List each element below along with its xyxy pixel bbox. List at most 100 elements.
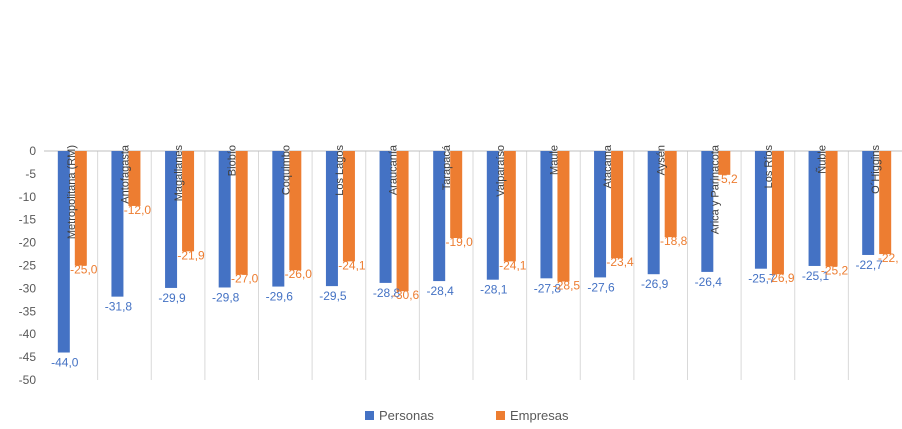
legend: Personas Empresas — [365, 408, 569, 423]
bar-personas — [379, 151, 392, 283]
y-tick-label: 0 — [29, 144, 36, 158]
data-label-personas: -26,4 — [695, 275, 723, 289]
category-label: Antofagasta — [119, 144, 131, 204]
y-tick-label: -15 — [19, 213, 37, 227]
data-label-personas: -28,8 — [373, 286, 401, 300]
category-label: Maule — [548, 145, 560, 175]
bar-personas — [57, 151, 70, 353]
category-labels: Metropolitana (RM) Antofagasta Magallanes B… — [66, 144, 882, 239]
data-label-empresas: -27,0 — [231, 272, 259, 286]
y-axis: 0 -5 -10 -15 -20 -25 -30 -35 -40 -45 -50 — [19, 144, 902, 387]
bar-personas — [808, 151, 821, 266]
category-label: Arica y Parinacota — [709, 144, 721, 234]
data-label-empresas: -28,5 — [553, 279, 581, 293]
data-label-personas: -28,1 — [480, 283, 508, 297]
data-label-personas: -25,1 — [802, 269, 830, 283]
data-label-empresas: -24,1 — [499, 258, 527, 272]
y-tick-label: -40 — [19, 327, 37, 341]
bar-personas — [272, 151, 285, 287]
bar-empresas — [664, 151, 677, 238]
bar-empresas — [289, 151, 302, 271]
category-label: Atacama — [602, 144, 614, 188]
bar-empresas — [879, 151, 892, 255]
bar-empresas — [611, 151, 624, 259]
category-gridlines — [97, 151, 849, 380]
bar-personas — [325, 151, 338, 287]
category-label: Coquimbo — [280, 145, 292, 195]
bar-empresas — [503, 151, 516, 262]
y-tick-label: -25 — [19, 259, 37, 273]
bar-personas — [111, 151, 124, 297]
legend-label-personas: Personas — [379, 408, 434, 423]
data-label-personas: -31,8 — [105, 300, 133, 314]
y-tick-label: -45 — [19, 350, 37, 364]
y-tick-label: -50 — [19, 373, 37, 387]
bar-personas — [862, 151, 875, 255]
data-label-empresas: -25,0 — [70, 263, 98, 277]
data-label-empresas: -26,9 — [767, 271, 795, 285]
bar-personas — [701, 151, 714, 272]
data-label-empresas: -24,1 — [338, 258, 366, 272]
category-label: Los Ríos — [763, 145, 775, 189]
data-labels: -44,0 -25,0 -31,8 -12,0 -29,9 -21,9 -29,8 -27,0… — [51, 172, 898, 370]
bar-empresas — [74, 151, 87, 266]
category-label: Valparaíso — [495, 145, 507, 197]
category-label: Los Lagos — [334, 145, 346, 196]
data-label-personas: -25,7 — [748, 272, 776, 286]
category-label: Biobío — [227, 145, 239, 176]
bar-empresas — [182, 151, 195, 252]
data-label-empresas: -18,8 — [660, 234, 688, 248]
bar-personas — [754, 151, 767, 269]
data-label-empresas: -30,6 — [392, 288, 420, 302]
bar-personas — [486, 151, 499, 280]
y-tick-label: -5 — [25, 167, 36, 181]
bar-empresas — [771, 151, 784, 275]
bar-empresas — [235, 151, 248, 275]
bar-empresas — [128, 151, 141, 206]
category-label: Tarapacá — [441, 144, 453, 190]
bar-empresas — [825, 151, 838, 267]
bar-personas — [433, 151, 446, 282]
data-label-personas: -29,8 — [212, 290, 240, 304]
category-label: Aysén — [656, 145, 668, 175]
category-label: O´Higgins — [870, 145, 882, 194]
bar-personas — [647, 151, 660, 275]
bar-personas — [218, 151, 231, 288]
bar-empresas — [396, 151, 409, 292]
category-label: Ñuble — [816, 145, 829, 174]
data-label-empresas: -5,2 — [717, 172, 738, 186]
bar-personas — [594, 151, 607, 278]
data-label-empresas: -25,2 — [821, 263, 849, 277]
y-tick-label: -35 — [19, 304, 37, 318]
bar-empresas — [718, 151, 731, 175]
data-label-personas: -28,4 — [427, 284, 455, 298]
data-label-personas: -27,8 — [534, 281, 562, 295]
bar-personas — [165, 151, 178, 288]
category-label: Metropolitana (RM) — [66, 145, 78, 239]
bar-empresas — [342, 151, 355, 262]
data-label-empresas: -22, — [878, 251, 899, 265]
category-label: Araucanía — [388, 144, 400, 195]
data-label-personas: -44,0 — [51, 356, 79, 370]
data-label-empresas: -19,0 — [446, 235, 474, 249]
bar-empresas — [557, 151, 570, 282]
y-tick-label: -10 — [19, 190, 37, 204]
data-label-personas: -26,9 — [641, 277, 669, 291]
bar-empresas — [450, 151, 463, 239]
bar-personas — [540, 151, 553, 279]
data-label-empresas: -12,0 — [124, 203, 152, 217]
data-label-personas: -22,7 — [856, 258, 884, 272]
category-label: Magallanes — [173, 145, 185, 202]
legend-label-empresas: Empresas — [510, 408, 569, 423]
legend-swatch-empresas — [496, 411, 505, 420]
y-tick-label: -30 — [19, 281, 37, 295]
data-label-empresas: -21,9 — [177, 248, 205, 262]
y-tick-label: -20 — [19, 236, 37, 250]
legend-swatch-personas — [365, 411, 374, 420]
data-label-personas: -29,6 — [266, 290, 294, 304]
data-label-personas: -27,6 — [587, 280, 615, 294]
data-label-empresas: -26,0 — [285, 267, 313, 281]
data-label-personas: -29,9 — [158, 291, 186, 305]
data-label-empresas: -23,4 — [606, 255, 634, 269]
